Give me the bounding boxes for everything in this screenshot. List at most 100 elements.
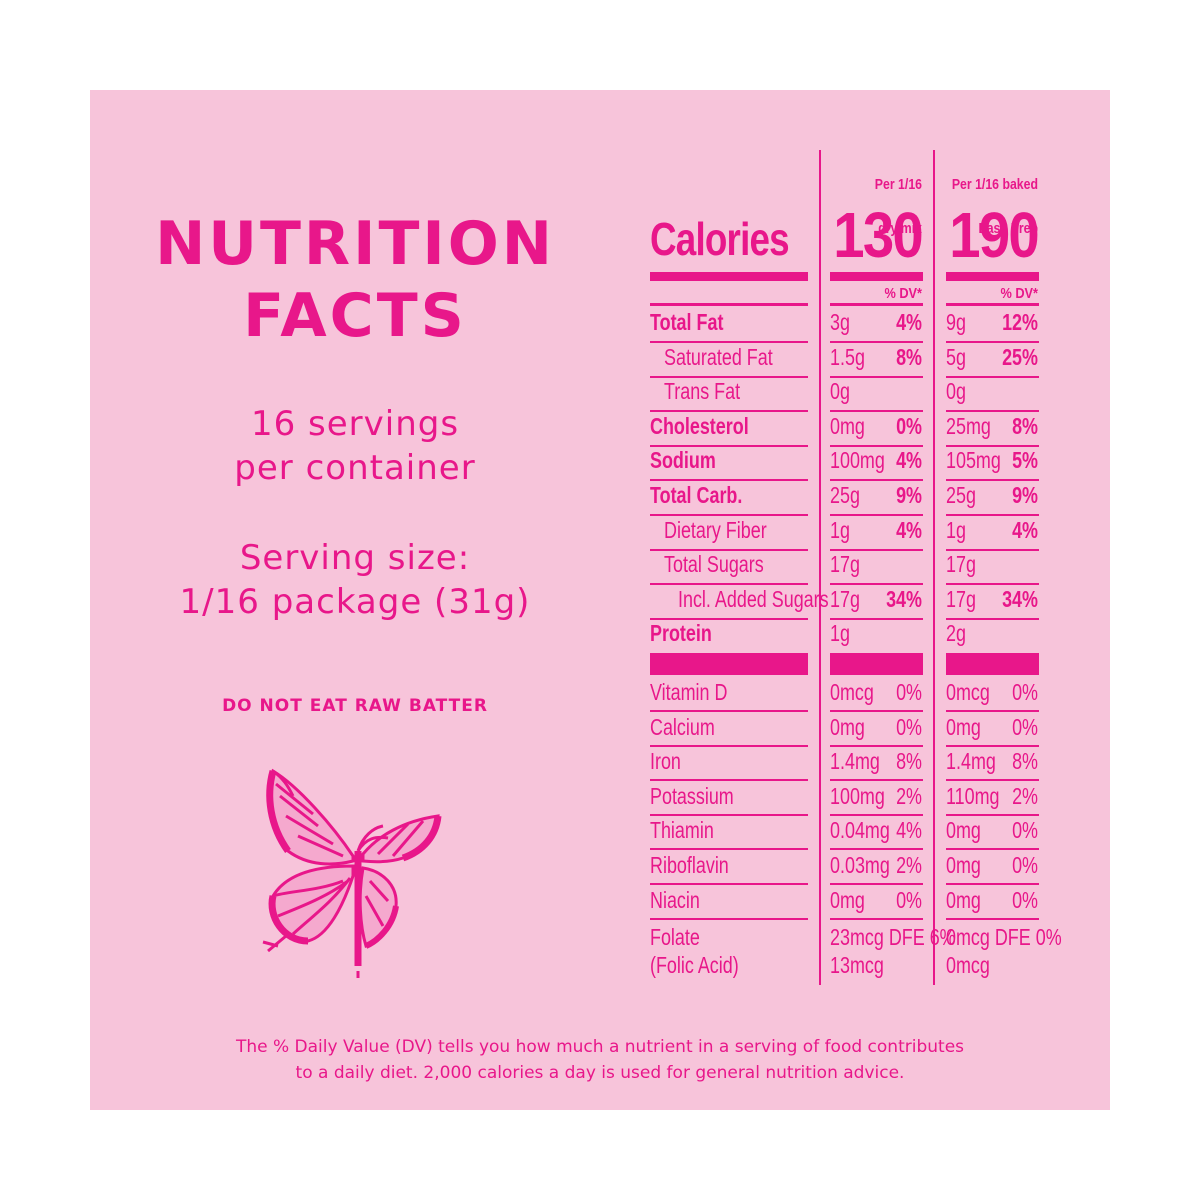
nutrient-dv-col1: 4% bbox=[896, 309, 922, 335]
nutrient-name: Sodium bbox=[650, 447, 716, 474]
nutrient-amount-col2: 17g bbox=[946, 585, 976, 612]
column-header-baked: Per 1/16 baked Easy Prep bbox=[900, 152, 1038, 240]
calories-label: Calories bbox=[650, 213, 790, 265]
vitamin-6-rule-0 bbox=[650, 917, 808, 920]
nutrient-amount-col1: 25g bbox=[830, 482, 860, 508]
nutrient-8-rule-2 bbox=[946, 617, 1039, 620]
serving-size-line-2: 1/16 package (31g) bbox=[179, 582, 531, 622]
nutrient-name: Total Carb. bbox=[650, 482, 743, 508]
vitamin-amount-col1: 0.04mg bbox=[830, 817, 890, 844]
nutrient-dv-col2: 9% bbox=[1012, 482, 1038, 508]
nutrient-amount-col2: 17g bbox=[946, 551, 976, 578]
vitamin-amount-col2: 110mg bbox=[946, 782, 1000, 809]
vitamin-amount-col2: 0mg bbox=[946, 713, 981, 740]
nutrient-dv-col2: 4% bbox=[1012, 516, 1038, 543]
vitamin-dv-col1: 2% bbox=[896, 782, 922, 809]
nutrient-amount-col1: 17g bbox=[830, 585, 860, 612]
vitamin-name: Niacin bbox=[650, 886, 700, 913]
folate-col1-b: 13mcg bbox=[830, 952, 884, 978]
nutrient-name: Trans Fat bbox=[664, 378, 741, 405]
nutrient-amount-col2: 25g bbox=[946, 482, 976, 508]
column-header-dry-mix: Per 1/16 dry mix bbox=[789, 152, 922, 240]
serving-size-line-1: Serving size: bbox=[239, 538, 471, 578]
vitamin-dv-col1: 0% bbox=[896, 679, 922, 705]
column-1-head-1: Per 1/16 bbox=[874, 176, 922, 193]
vitamin-dv-col2: 2% bbox=[1012, 782, 1038, 809]
vitamin-separator-label bbox=[650, 653, 808, 675]
nutrient-6-rule-0 bbox=[650, 548, 808, 551]
nutrient-amount-col2: 9g bbox=[946, 309, 966, 335]
column-2-head-2: Easy Prep bbox=[978, 220, 1038, 237]
vitamin-3-rule-1 bbox=[830, 813, 923, 816]
nutrient-3-rule-1 bbox=[830, 444, 923, 447]
vitamin-amount-col1: 0.03mg bbox=[830, 852, 890, 878]
dv-header-col2: % DV* bbox=[1000, 285, 1038, 302]
nutrient-3-rule-0 bbox=[650, 444, 808, 447]
vitamin-amount-col1: 0mcg bbox=[830, 679, 874, 705]
folate-name-2: (Folic Acid) bbox=[650, 952, 739, 978]
vitamin-amount-col2: 0mg bbox=[946, 817, 981, 844]
nutrient-8-rule-1 bbox=[830, 617, 923, 620]
servings-per-container: 16 servings per container bbox=[150, 402, 560, 490]
nutrient-0-rule-0 bbox=[650, 341, 808, 343]
calories-dry-mix: 130 bbox=[833, 199, 923, 271]
vitamin-2-rule-0 bbox=[650, 779, 808, 782]
calories-rule-col1 bbox=[830, 272, 923, 281]
nutrient-7-rule-0 bbox=[650, 583, 808, 586]
daily-value-footnote: The % Daily Value (DV) tells you how muc… bbox=[150, 1034, 1050, 1086]
column-divider-1 bbox=[819, 150, 821, 985]
nutrient-1-rule-1 bbox=[830, 375, 923, 378]
vitamin-1-rule-0 bbox=[650, 744, 808, 747]
folate-col1-a: 23mcg DFE 6% bbox=[830, 924, 956, 950]
vitamin-separator-col1 bbox=[830, 653, 923, 675]
vitamin-5-rule-0 bbox=[650, 883, 808, 885]
nutrient-amount-col2: 1g bbox=[946, 516, 966, 543]
nutrient-amount-col1: 17g bbox=[830, 551, 860, 578]
vitamin-2-rule-1 bbox=[830, 779, 923, 782]
dv-header-col1: % DV* bbox=[884, 285, 922, 302]
nutrient-amount-col2: 0g bbox=[946, 378, 966, 405]
vitamin-dv-col1: 8% bbox=[896, 748, 922, 775]
vitamin-dv-col1: 2% bbox=[896, 852, 922, 878]
vitamin-amount-col2: 0mcg bbox=[946, 679, 990, 705]
servings-line-2: per container bbox=[234, 448, 476, 488]
nutrient-name: Dietary Fiber bbox=[664, 516, 767, 543]
vitamin-5-rule-1 bbox=[830, 883, 923, 885]
title-line-1: NUTRITION bbox=[155, 209, 555, 279]
nutrient-2-rule-2 bbox=[946, 410, 1039, 413]
dv-rule-col2 bbox=[946, 303, 1039, 306]
nutrient-amount-col2: 2g bbox=[946, 620, 966, 647]
vitamin-name: Iron bbox=[650, 748, 681, 775]
nutrient-5-rule-0 bbox=[650, 514, 808, 516]
vitamin-dv-col1: 0% bbox=[896, 886, 922, 913]
column-1-head-2: dry mix bbox=[878, 220, 922, 237]
vitamin-5-rule-2 bbox=[946, 883, 1039, 885]
vitamin-name: Riboflavin bbox=[650, 852, 729, 878]
vitamin-name: Calcium bbox=[650, 713, 715, 740]
nutrient-dv-col2: 5% bbox=[1012, 447, 1038, 474]
nutrient-dv-col1: 4% bbox=[896, 447, 922, 474]
vitamin-4-rule-2 bbox=[946, 848, 1039, 851]
nutrient-amount-col1: 1g bbox=[830, 516, 850, 543]
vitamin-0-rule-1 bbox=[830, 710, 923, 712]
vitamin-3-rule-2 bbox=[946, 813, 1039, 816]
title-line-2: FACTS bbox=[243, 281, 467, 351]
serving-size: Serving size: 1/16 package (31g) bbox=[150, 536, 560, 624]
nutrient-amount-col1: 1.5g bbox=[830, 343, 865, 370]
butterfly-icon bbox=[262, 768, 442, 978]
vitamin-6-rule-2 bbox=[946, 917, 1039, 920]
nutrition-facts-title: NUTRITION FACTS bbox=[150, 208, 560, 352]
vitamin-3-rule-0 bbox=[650, 813, 808, 816]
calories-baked: 190 bbox=[949, 199, 1039, 271]
vitamin-amount-col2: 0mg bbox=[946, 852, 981, 878]
nutrient-dv-col1: 9% bbox=[896, 482, 922, 508]
nutrient-dv-col1: 8% bbox=[896, 343, 922, 370]
vitamin-name: Potassium bbox=[650, 782, 734, 809]
nutrient-8-rule-0 bbox=[650, 617, 808, 620]
nutrient-6-rule-1 bbox=[830, 548, 923, 551]
nutrient-1-rule-2 bbox=[946, 375, 1039, 378]
nutrient-5-rule-1 bbox=[830, 514, 923, 516]
nutrient-2-rule-1 bbox=[830, 410, 923, 413]
nutrient-dv-col2: 34% bbox=[1002, 585, 1038, 612]
vitamin-amount-col1: 100mg bbox=[830, 782, 885, 809]
